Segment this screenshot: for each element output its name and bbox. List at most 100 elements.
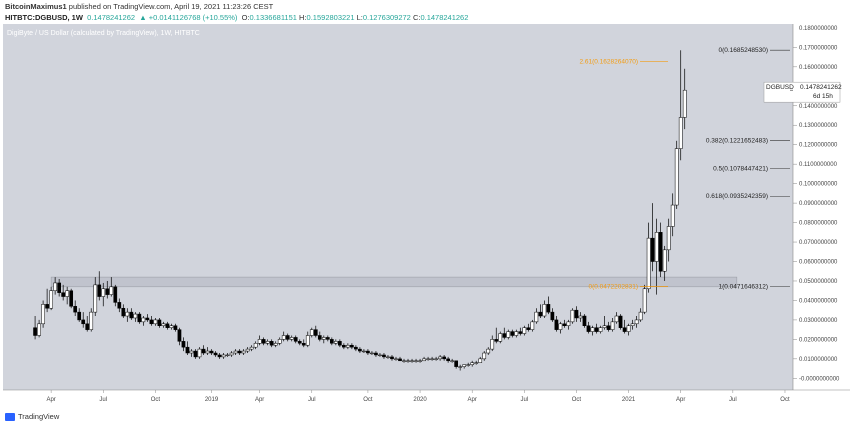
candle-body — [390, 356, 394, 360]
candle-body — [189, 350, 194, 354]
candle-body — [221, 354, 226, 358]
candle-body — [642, 288, 647, 313]
price-chart[interactable]: DigiByte / US Dollar (calculated by Trad… — [0, 24, 850, 412]
ohlc-close: 0.1478241262 — [420, 13, 469, 22]
candle-body — [185, 346, 190, 354]
candle-body — [173, 325, 178, 330]
candle-body — [241, 350, 246, 354]
candle-body — [301, 343, 306, 346]
candle-body — [237, 350, 242, 354]
y-tick-label: 0.0700000000 — [799, 240, 838, 246]
fib-extension-label: 0(0.0472202831) — [588, 283, 638, 290]
x-tick-label: 2020 — [413, 397, 427, 403]
y-tick-label: 0.1100000000 — [799, 162, 838, 168]
y-axis-top-label: 0.1800000000 — [799, 26, 838, 32]
x-tick-label: Apr — [676, 397, 685, 403]
candle-body — [658, 232, 663, 272]
candle-body — [53, 282, 57, 291]
candle-body — [161, 323, 166, 327]
candle-body — [41, 304, 45, 325]
candle-body — [149, 319, 154, 325]
candle-body — [57, 282, 61, 293]
candle-body — [297, 341, 302, 344]
candle-body — [69, 290, 74, 307]
candle-body — [201, 348, 206, 354]
candle-body — [474, 362, 479, 364]
y-tick-label: 0.0600000000 — [799, 260, 838, 266]
plot-area[interactable] — [3, 24, 793, 390]
candle-body — [514, 331, 519, 336]
candle-body — [486, 348, 491, 354]
ohlc-close-key: C: — [412, 13, 421, 22]
support-resistance-zone — [50, 276, 738, 288]
candle-body — [606, 325, 611, 330]
y-tick-label: 0.1600000000 — [799, 65, 838, 71]
candle-body — [273, 343, 278, 346]
candle-body — [394, 358, 398, 360]
candle-body — [249, 346, 254, 350]
candle-body — [333, 341, 338, 344]
x-tick-label: Oct — [780, 397, 790, 403]
y-tick-label: 0.1400000000 — [799, 104, 838, 110]
candle-body — [654, 232, 659, 262]
candle-body — [534, 311, 539, 323]
candle-body — [358, 348, 362, 352]
x-tick-label: Oct — [363, 397, 373, 403]
ohlc-open-key: O: — [241, 13, 250, 22]
ohlc-high: 0.1592803221 — [306, 13, 355, 22]
panel-label: DigiByte / US Dollar (calculated by Trad… — [7, 30, 200, 37]
y-tick-label: 0.1200000000 — [799, 143, 838, 149]
candle-body — [313, 329, 318, 336]
x-tick-label: Jul — [99, 397, 107, 403]
candle-body — [253, 343, 258, 348]
x-tick-label: Oct — [151, 397, 161, 403]
candle-body — [410, 360, 414, 362]
y-tick-label: 0.0100000000 — [799, 357, 838, 363]
candle-body — [422, 358, 426, 362]
symbol: HITBTC:DGBUSD, 1W — [5, 13, 83, 22]
candle-body — [510, 331, 515, 336]
last-price: 0.1478241262 — [87, 13, 136, 22]
candle-body — [566, 321, 571, 327]
candle-body — [554, 319, 559, 330]
x-tick-label: Jul — [729, 397, 737, 403]
candle-body — [350, 344, 354, 348]
candle-body — [213, 352, 218, 356]
candle-body — [181, 341, 186, 348]
y-tick-label: -0.0000000000 — [799, 376, 840, 382]
candle-body — [502, 333, 507, 338]
candle-body — [77, 311, 82, 321]
price-change: ▲ +0.0141126768 (+10.55%) — [139, 13, 238, 22]
candle-body — [546, 304, 551, 313]
candle-body — [378, 354, 382, 357]
y-tick-label: 0.0400000000 — [799, 298, 838, 304]
candle-body — [145, 317, 150, 321]
candle-body — [362, 350, 366, 353]
candle-body — [193, 350, 198, 358]
tradingview-brand: TradingView — [18, 412, 60, 421]
candle-body — [522, 327, 527, 334]
candle-body — [265, 341, 270, 344]
candle-body — [285, 335, 290, 340]
candle-body — [638, 311, 643, 321]
tradingview-logo[interactable]: TradingView — [5, 412, 59, 421]
candle-body — [610, 321, 615, 330]
candle-body — [153, 319, 158, 325]
candle-body — [97, 284, 102, 297]
candle-body — [430, 358, 434, 360]
fib-level-label: 0.618(0.0935242359) — [706, 193, 768, 200]
candle-body — [670, 204, 675, 227]
candle-body — [550, 311, 555, 321]
candle-body — [526, 327, 531, 330]
candle-body — [382, 354, 386, 358]
candle-body — [101, 288, 106, 297]
candle-body — [261, 339, 266, 344]
x-tick-label: 2021 — [622, 397, 636, 403]
fib-level-label: 0(0.1685248530) — [718, 47, 768, 54]
candle-body — [402, 360, 406, 362]
candle-body — [674, 148, 679, 206]
candle-body — [370, 352, 374, 355]
candle-body — [678, 117, 683, 149]
y-tick-label: 0.0500000000 — [799, 279, 838, 285]
ohlc-high-key: H: — [299, 13, 307, 22]
